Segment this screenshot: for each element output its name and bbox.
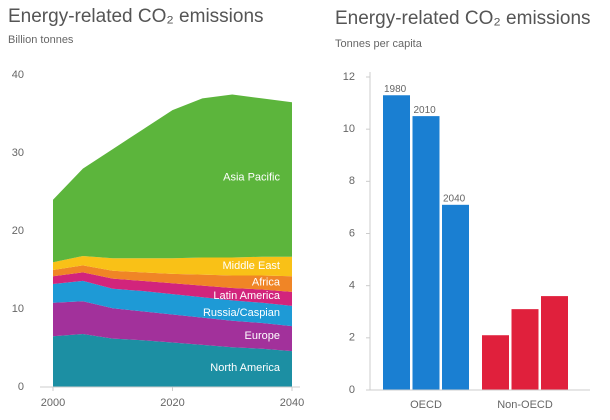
area <box>53 255 292 277</box>
chart-title: Energy-related CO₂ emissions <box>335 8 591 29</box>
y-tick-label: 30 <box>12 147 24 159</box>
area <box>53 301 292 352</box>
bar-label: 2010 <box>414 105 437 116</box>
y-tick-label: 10 <box>12 303 24 315</box>
x-tick-label: 2040 <box>280 397 304 409</box>
y-tick-label: 0 <box>18 381 24 393</box>
series-label: Europe <box>245 330 280 342</box>
series-label: North America <box>210 362 281 374</box>
series-label: Africa <box>252 276 281 288</box>
x-tick-label: OECD <box>410 399 442 411</box>
y-tick-label: 4 <box>349 280 355 292</box>
chart-subtitle: Tonnes per capita <box>335 38 423 50</box>
x-tick-label: 2000 <box>41 397 65 409</box>
bar-label: 2040 <box>443 193 466 204</box>
chart-title: Energy-related CO₂ emissions <box>8 6 264 27</box>
area <box>53 280 292 327</box>
bar-label: 1980 <box>384 84 407 95</box>
y-tick-label: 20 <box>12 225 24 237</box>
series-label: Russia/Caspian <box>203 307 280 319</box>
y-tick-label: 10 <box>343 123 355 135</box>
y-tick-label: 40 <box>12 69 24 81</box>
x-tick-label: 2020 <box>160 397 184 409</box>
y-tick-label: 2 <box>349 332 355 344</box>
series-label: Middle East <box>223 260 280 272</box>
y-tick-label: 6 <box>349 227 355 239</box>
y-tick-label: 8 <box>349 175 355 187</box>
bar <box>383 95 410 390</box>
y-tick-label: 12 <box>343 71 355 83</box>
bar <box>482 335 509 390</box>
chart-subtitle: Billion tonnes <box>8 34 74 46</box>
bar <box>511 309 539 390</box>
x-tick-label: Non-OECD <box>497 399 553 411</box>
bar <box>442 204 469 390</box>
series-label: Latin America <box>213 290 281 302</box>
area <box>53 265 292 292</box>
y-tick-label: 0 <box>349 384 355 396</box>
bar <box>541 296 568 390</box>
series-label: Asia Pacific <box>223 171 280 183</box>
area <box>53 94 292 263</box>
area <box>53 272 292 306</box>
bar <box>412 116 440 390</box>
